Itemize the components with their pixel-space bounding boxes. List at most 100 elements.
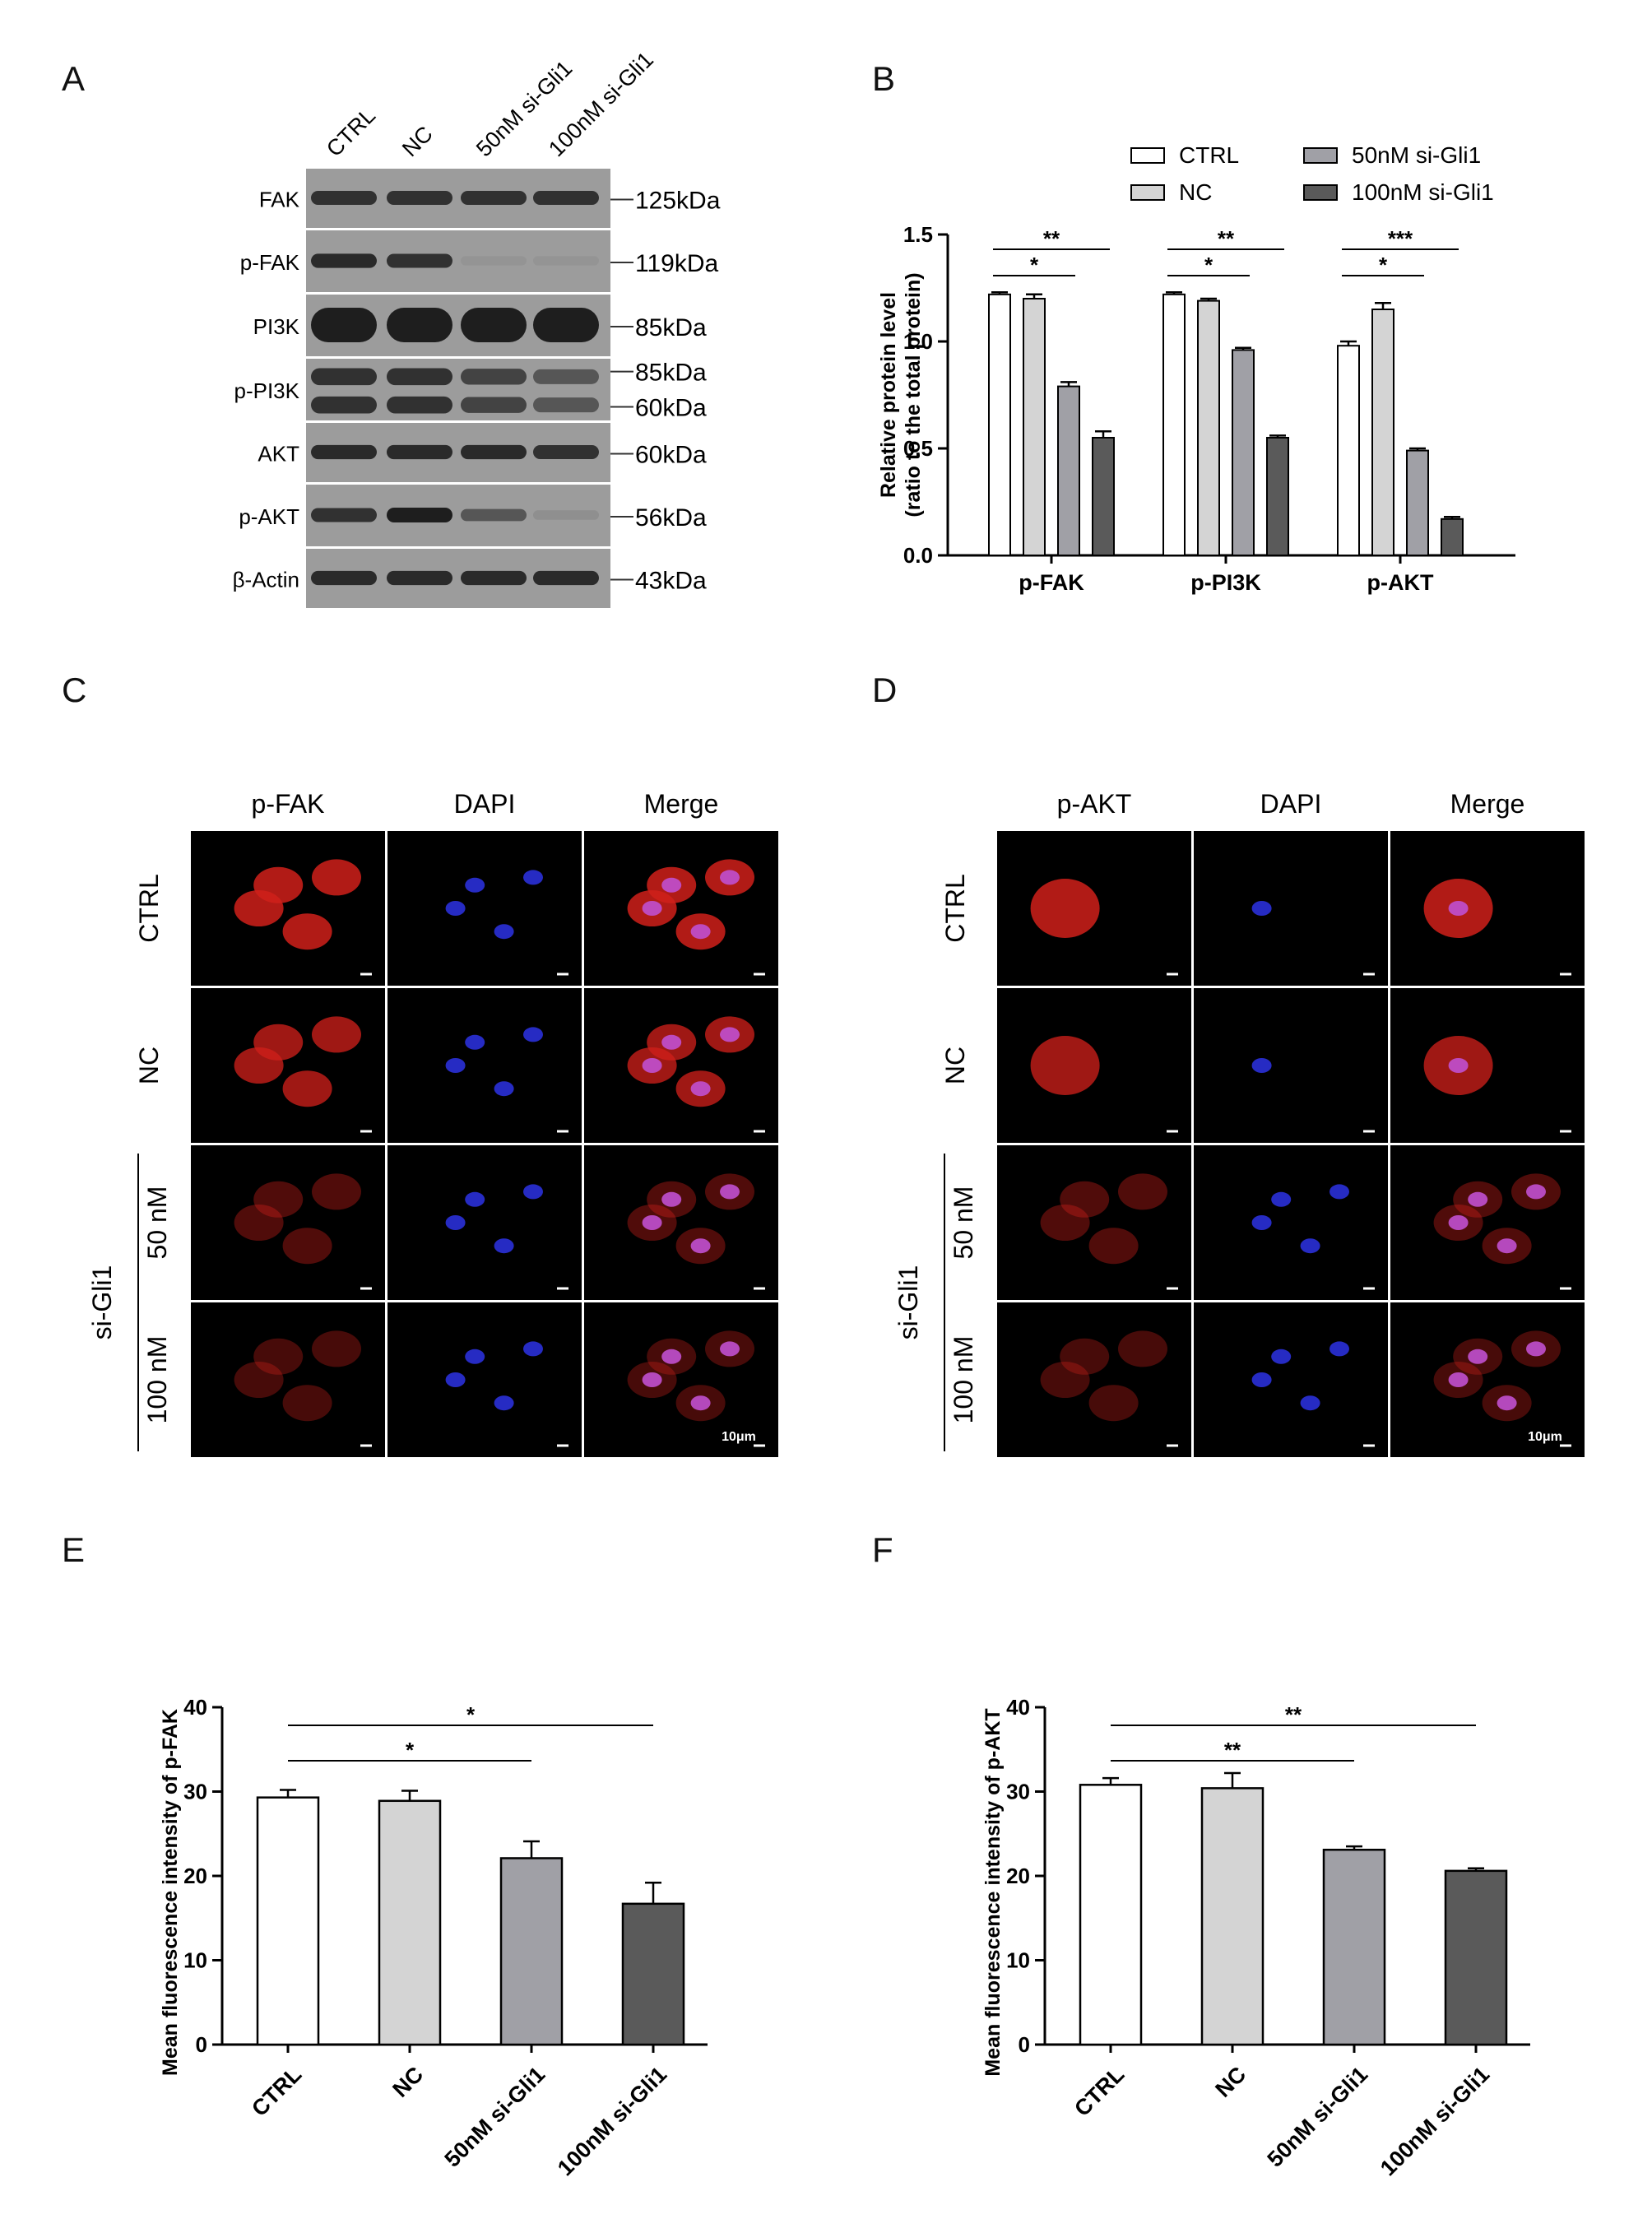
bar	[1444, 1869, 1508, 2046]
cell-cytoplasm	[1060, 1338, 1110, 1375]
blot-band	[461, 444, 527, 460]
if-background	[1390, 1302, 1585, 1457]
if-background	[191, 1145, 385, 1300]
cell-nucleus	[1329, 1184, 1349, 1200]
blot-band	[387, 508, 452, 522]
blot-band	[461, 308, 527, 342]
cell-nucleus	[1468, 1191, 1488, 1207]
panel-letter-b: B	[872, 59, 896, 98]
bar	[1406, 449, 1429, 557]
if-row-label: 50 nM	[949, 1186, 978, 1260]
x-category-label: 50nM si-Gli1	[440, 2062, 550, 2172]
if-background	[584, 1145, 778, 1300]
blot-band	[311, 396, 377, 414]
lane-label: CTRL	[322, 103, 380, 161]
bar	[1266, 437, 1289, 556]
if-image	[584, 1145, 778, 1300]
if-column-label: p-AKT	[1057, 789, 1132, 819]
cell-cytoplasm	[312, 1016, 361, 1053]
cell-nucleus	[1300, 1395, 1320, 1411]
bar	[988, 293, 1011, 557]
if-image	[1390, 988, 1585, 1143]
bar	[1079, 1784, 1143, 2046]
cell-cytoplasm	[1088, 1385, 1139, 1422]
significance-label: *	[466, 1702, 476, 1727]
if-background	[1194, 988, 1388, 1143]
cell-nucleus	[1448, 1215, 1469, 1230]
blot-band	[311, 508, 377, 522]
cell-nucleus	[1448, 901, 1469, 916]
blot-row-label: β-Actin	[233, 568, 299, 592]
kda-label: 85kDa	[635, 360, 707, 387]
cell-nucleus	[523, 1341, 543, 1357]
cell-cytoplasm	[253, 1338, 304, 1375]
blot-band	[387, 570, 452, 586]
cell-nucleus	[445, 1215, 466, 1230]
cell-cytoplasm	[253, 1024, 304, 1061]
group-label: si-Gli1	[87, 1265, 117, 1340]
if-background	[584, 831, 778, 986]
if-image	[387, 988, 582, 1143]
blot-band	[387, 368, 452, 386]
blot-band	[387, 253, 452, 268]
cell-cytoplasm	[312, 1330, 361, 1367]
blot-band	[533, 445, 599, 459]
if-image	[387, 1145, 582, 1300]
if-image	[584, 1302, 778, 1457]
y-tick-label: 1.5	[903, 222, 933, 247]
bar	[1197, 299, 1220, 556]
x-category-label: CTRL	[247, 2062, 306, 2121]
group-label: si-Gli1	[893, 1265, 923, 1340]
bar	[1322, 1848, 1386, 2046]
legend-label: 50nM si-Gli1	[1352, 142, 1481, 168]
blot-row-label: p-AKT	[239, 504, 299, 529]
if-image	[1194, 1302, 1388, 1457]
if-row-label: NC	[940, 1047, 970, 1084]
significance-label: *	[1204, 253, 1213, 277]
if-background	[387, 831, 582, 986]
bar	[1162, 293, 1186, 557]
cell-cytoplasm	[1118, 1173, 1167, 1210]
cell-nucleus	[494, 1395, 514, 1411]
cell-nucleus	[1526, 1341, 1546, 1357]
y-axis-title: Mean fluorescence intensity of p-AKT	[981, 1708, 1005, 2076]
cell-cytoplasm	[312, 859, 361, 896]
significance-label: ***	[1388, 226, 1413, 251]
bar	[256, 1796, 320, 2046]
cell-nucleus	[523, 1184, 543, 1200]
y-tick-label: 0.5	[903, 436, 933, 461]
cell-cytoplasm	[1060, 1181, 1110, 1218]
blot-band	[311, 308, 377, 342]
significance-label: **	[1224, 1738, 1241, 1762]
kda-label: 60kDa	[635, 442, 707, 469]
cell-cytoplasm	[282, 913, 332, 950]
cell-cytoplasm	[1088, 1228, 1139, 1265]
if-column-label: DAPI	[1260, 789, 1322, 819]
y-tick-label: 30	[183, 1780, 207, 1804]
cell-cytoplasm	[282, 1385, 332, 1422]
cell-nucleus	[690, 924, 711, 940]
cell-nucleus	[661, 1191, 682, 1207]
blot-band	[387, 191, 452, 205]
blot-band	[533, 191, 599, 205]
significance-label: **	[1043, 226, 1060, 251]
cell-nucleus	[465, 877, 485, 893]
blot-row	[306, 423, 610, 482]
if-column-label: Merge	[1450, 789, 1525, 819]
cell-nucleus	[465, 1349, 485, 1364]
blot-row	[306, 549, 610, 608]
if-image	[997, 831, 1191, 986]
y-tick-label: 1.0	[903, 329, 933, 354]
bar	[621, 1902, 685, 2046]
legend-label: 100nM si-Gli1	[1352, 179, 1494, 205]
cell-nucleus	[465, 1034, 485, 1050]
if-image	[1390, 1302, 1585, 1457]
if-image	[997, 1145, 1191, 1300]
blot-row	[306, 230, 610, 292]
bar	[1023, 298, 1046, 556]
x-category-label: 100nM si-Gli1	[553, 2062, 671, 2180]
y-axis-title: Relative protein level	[877, 292, 900, 498]
cell-nucleus	[465, 1191, 485, 1207]
kda-label: 43kDa	[635, 568, 707, 595]
